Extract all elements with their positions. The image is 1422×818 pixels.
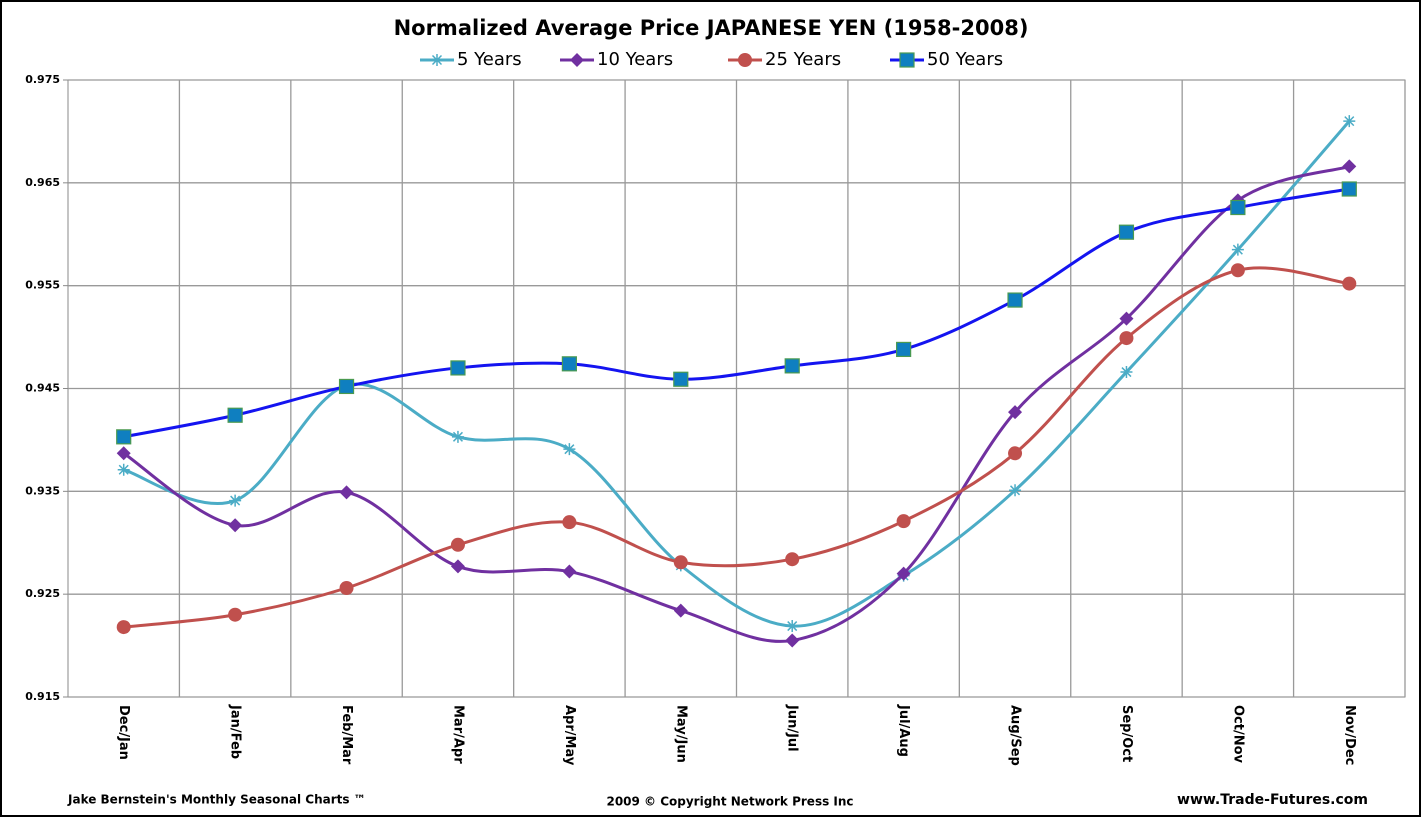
marker — [1119, 225, 1133, 239]
legend-label: 50 Years — [927, 49, 1003, 70]
marker — [228, 408, 242, 422]
marker — [1232, 244, 1244, 256]
marker — [785, 359, 799, 373]
marker — [1009, 484, 1021, 496]
x-tick-label: Jun/Jul — [785, 704, 800, 752]
y-tick-label: 0.925 — [25, 587, 60, 600]
marker — [451, 361, 465, 375]
marker — [674, 555, 688, 569]
y-tick-label: 0.935 — [25, 484, 60, 497]
marker — [431, 54, 443, 66]
marker — [785, 552, 799, 566]
legend-label: 5 Years — [457, 49, 522, 70]
marker — [562, 357, 576, 371]
marker — [118, 464, 130, 476]
chart: Normalized Average Price JAPANESE YEN (1… — [0, 0, 1422, 818]
x-tick-label: Dec/Jan — [116, 705, 131, 760]
y-tick-label: 0.975 — [25, 73, 60, 86]
marker — [1231, 263, 1245, 277]
x-tick-label: Jul/Aug — [896, 704, 911, 757]
marker — [738, 53, 752, 67]
legend-label: 25 Years — [765, 49, 841, 70]
x-tick-label: Feb/Mar — [339, 705, 354, 765]
y-tick-label: 0.955 — [25, 279, 60, 292]
marker — [1008, 293, 1022, 307]
marker — [1119, 331, 1133, 345]
marker — [900, 53, 914, 67]
marker — [563, 443, 575, 455]
marker — [228, 608, 242, 622]
x-tick-label: Jan/Feb — [228, 704, 243, 759]
marker — [786, 620, 798, 632]
marker — [562, 515, 576, 529]
x-tick-label: Nov/Dec — [1342, 705, 1357, 765]
y-tick-label: 0.945 — [25, 382, 60, 395]
x-tick-label: Mar/Apr — [450, 705, 465, 764]
marker — [117, 620, 131, 634]
x-tick-label: Sep/Oct — [1119, 705, 1134, 762]
marker — [1120, 366, 1132, 378]
x-tick-label: May/Jun — [673, 705, 688, 763]
footer-right: www.Trade-Futures.com — [1177, 792, 1368, 808]
x-tick-label: Oct/Nov — [1230, 705, 1245, 764]
marker — [1342, 277, 1356, 291]
marker — [1008, 446, 1022, 460]
footer-left: Jake Bernstein's Monthly Seasonal Charts… — [67, 793, 366, 807]
y-tick-label: 0.915 — [25, 690, 60, 703]
marker — [452, 431, 464, 443]
legend-label: 10 Years — [597, 49, 673, 70]
marker — [117, 430, 131, 444]
page: Normalized Average Price JAPANESE YEN (1… — [0, 0, 1422, 818]
y-tick-label: 0.965 — [25, 176, 60, 189]
marker — [229, 495, 241, 507]
marker — [340, 379, 354, 393]
marker — [897, 514, 911, 528]
marker — [340, 581, 354, 595]
chart-frame — [1, 1, 1420, 816]
footer-center: 2009 © Copyright Network Press Inc — [606, 795, 853, 809]
x-tick-label: Apr/May — [562, 705, 577, 766]
x-tick-label: Aug/Sep — [1008, 705, 1023, 766]
marker — [1231, 201, 1245, 215]
marker — [897, 342, 911, 356]
marker — [1343, 115, 1355, 127]
marker — [674, 372, 688, 386]
chart-title: Normalized Average Price JAPANESE YEN (1… — [394, 16, 1029, 40]
marker — [1342, 182, 1356, 196]
marker — [451, 538, 465, 552]
